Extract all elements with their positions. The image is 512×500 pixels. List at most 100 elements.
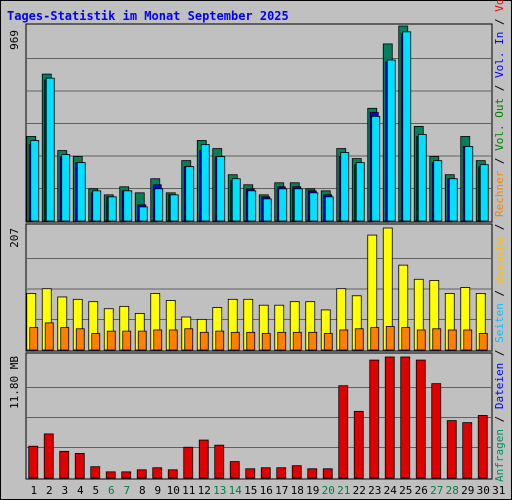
bar-seiten [138,206,148,222]
bar-rechner [354,328,364,351]
legend-item: Besuche [493,237,506,283]
x-tick-label: 23 [368,484,381,497]
bar-rechner [75,328,85,351]
bar-seiten [61,154,71,222]
bar-seiten [293,188,303,222]
bar-volumen [384,356,395,479]
bar-rechner [339,329,349,351]
bar-seiten [262,198,272,222]
bar-seiten [386,59,396,222]
bar-seiten [355,162,365,222]
bar-rechner [463,329,473,351]
bar-rechner [478,333,488,351]
bar-rechner [292,331,302,351]
x-tick-label: 6 [108,484,115,497]
bar-volumen [198,439,209,479]
bar-volumen [400,356,411,479]
x-tick-label: 18 [291,484,304,497]
requests-max-label: 969 [8,30,21,50]
bar-volumen [307,468,318,479]
bar-rechner [385,326,395,351]
x-tick-label: 29 [461,484,474,497]
x-tick-label: 31 [492,484,505,497]
bar-volumen [105,471,116,479]
x-tick-label: 10 [167,484,180,497]
legend-item: / [493,409,506,429]
bar-volumen [291,465,302,479]
bar-rechner [168,329,178,351]
bar-seiten [107,196,117,222]
bar-rechner [308,331,318,351]
bar-volumen [59,450,70,479]
bar-rechner [246,331,256,351]
bar-volumen [43,433,54,479]
x-tick-label: 24 [384,484,398,497]
bar-volumen [260,467,271,479]
bar-seiten [402,31,412,222]
bar-volumen [28,445,39,479]
bar-rechner [261,333,271,351]
visits-max-label: 207 [8,228,21,248]
bar-rechner [137,330,147,351]
bar-rechner [277,331,287,351]
bar-volumen [353,410,364,479]
x-tick-label: 5 [92,484,99,497]
bar-rechner [230,331,240,351]
bar-volumen [229,461,240,479]
x-tick-label: 26 [415,484,428,497]
x-tick-label: 28 [446,484,459,497]
bar-seiten [231,178,241,222]
bar-seiten [247,190,257,222]
x-tick-label: 1 [30,484,37,497]
bar-rechner [91,333,101,351]
bar-volumen [322,468,333,479]
bar-volumen [369,359,380,479]
bar-volumen [136,469,147,479]
bar-seiten [45,77,55,222]
bar-rechner [29,327,39,351]
bar-seiten [371,115,381,222]
bar-rechner [60,327,70,351]
bar-volumen [276,467,287,479]
bar-volumen [415,359,426,479]
bar-seiten [200,144,210,222]
bar-rechner [370,327,380,351]
bar-rechner [401,327,411,351]
legend-item: / [493,343,506,363]
x-tick-label: 9 [154,484,161,497]
bar-seiten [30,140,40,222]
bar-volumen [121,471,132,479]
x-tick-label: 4 [77,484,84,497]
bar-seiten [123,190,133,222]
bar-volumen [462,422,473,479]
bar-seiten [278,188,288,222]
bar-volumen [477,415,488,479]
bar-rechner [106,330,116,351]
bar-seiten [417,134,427,222]
x-tick-label: 30 [477,484,490,497]
legend-item: / [493,151,506,171]
bar-volumen [183,446,194,479]
bars [26,25,489,479]
x-tick-label: 13 [213,484,226,497]
bar-volumen [90,466,101,479]
x-tick-label: 22 [353,484,366,497]
legend-item: Anfragen [493,429,506,482]
bar-rechner [323,333,333,351]
x-axis-labels: 1 2 3 4 5 6 7 8 9 10 11 12 13 14 15 16 17 18 19 20 21 22 23 24 2… [30,484,505,497]
legend-item: / [493,217,506,237]
x-tick-label: 19 [306,484,319,497]
x-tick-label: 16 [260,484,273,497]
bar-rechner [215,330,225,351]
bar-seiten [92,190,102,222]
legend-item: / [493,283,506,303]
bar-seiten [464,146,474,222]
bar-seiten [185,166,195,222]
x-tick-label: 8 [139,484,146,497]
bar-seiten [154,188,164,222]
bar-rechner [122,330,132,351]
legend-item: Vol. In [493,32,506,78]
bar-volumen [245,468,256,479]
x-tick-label: 20 [322,484,335,497]
legend-item: Dateien [493,363,506,409]
